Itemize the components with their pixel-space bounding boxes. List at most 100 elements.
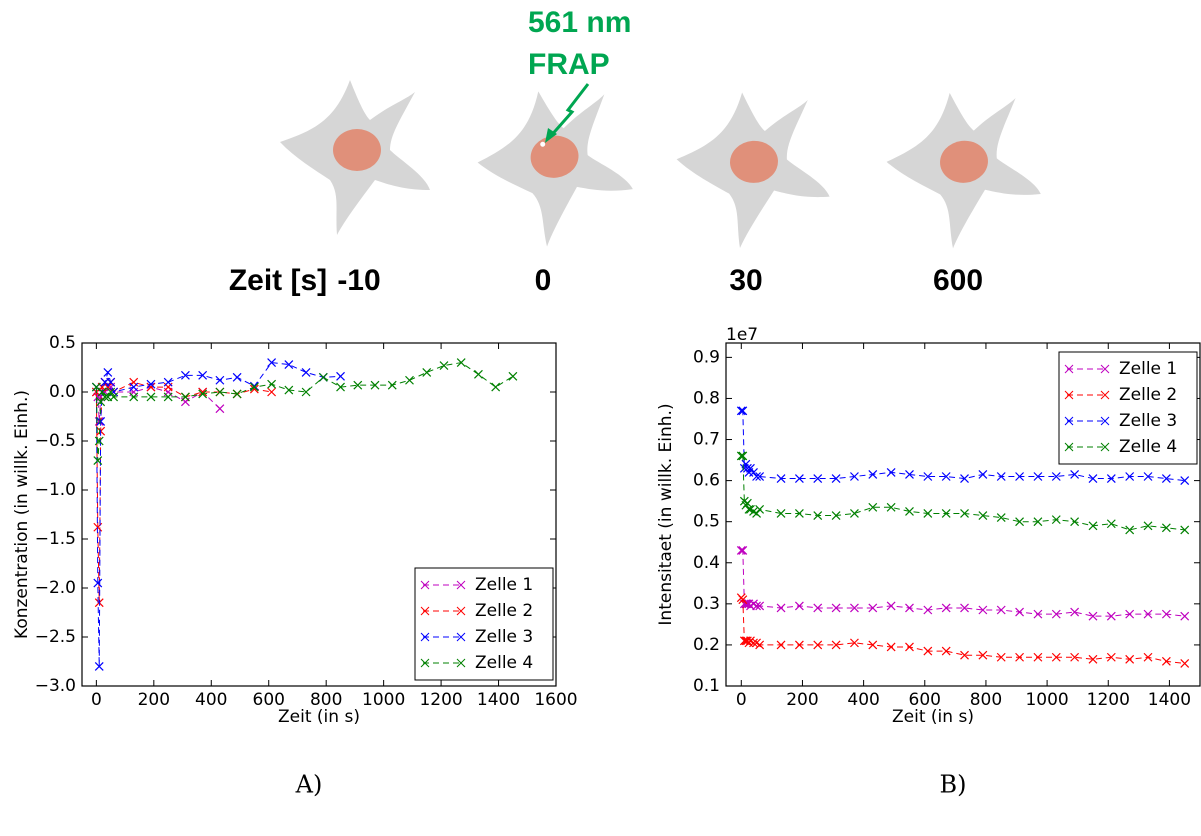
y-tick-label: −2.5 <box>35 627 76 647</box>
point <box>850 603 859 613</box>
point <box>1015 607 1024 617</box>
point <box>794 474 804 483</box>
point <box>387 380 397 390</box>
point <box>1106 474 1116 483</box>
point <box>960 474 969 483</box>
point <box>215 404 225 414</box>
point <box>752 601 762 611</box>
point <box>1051 472 1061 481</box>
point <box>109 392 119 402</box>
legend-label: Zelle 3 <box>1119 411 1177 431</box>
x-axis-label: Zeit (in s) <box>278 707 360 727</box>
point <box>1051 652 1061 662</box>
chart: 0 200 400 600 800 1000 1200 1400 1600 −3.0 −2.5 −2.… <box>12 333 578 799</box>
point <box>941 472 951 481</box>
point <box>180 370 190 380</box>
point <box>905 506 914 516</box>
x-tick-label: 1200 <box>419 690 462 710</box>
point <box>1143 609 1153 619</box>
point <box>163 392 173 402</box>
point <box>198 389 208 399</box>
series-line <box>741 455 1185 531</box>
time-value: 600 <box>933 264 983 297</box>
point <box>749 638 758 648</box>
legend-label: Zelle 1 <box>1119 359 1177 379</box>
point <box>1070 607 1080 617</box>
point <box>886 467 896 477</box>
point <box>301 367 311 377</box>
chart: 0 200 400 600 800 1000 1200 1400 0.1 0.2 0.3 0.4 0.5… <box>656 325 1201 799</box>
point <box>923 646 933 656</box>
point <box>978 511 988 520</box>
point <box>353 380 363 390</box>
x-tick-label: 800 <box>310 690 342 710</box>
annotation: FRAP <box>528 48 610 81</box>
y-tick-label: 0.2 <box>693 635 720 655</box>
point <box>1015 517 1024 527</box>
point <box>106 377 116 387</box>
cell <box>280 80 430 235</box>
point <box>1070 470 1080 479</box>
point <box>439 361 449 370</box>
time-label: Zeit [s] <box>229 264 327 297</box>
point <box>776 603 786 613</box>
time-value: 0 <box>535 264 552 297</box>
point <box>405 375 414 385</box>
legend-marker <box>1064 364 1110 374</box>
y-tick-label: −1.0 <box>35 480 76 500</box>
point <box>850 638 859 648</box>
point <box>1161 523 1171 533</box>
point <box>422 367 432 377</box>
point <box>1088 474 1098 483</box>
y-tick-label: −2.0 <box>35 578 76 598</box>
legend-label: Zelle 2 <box>475 601 533 621</box>
y-tick-label: 0.6 <box>693 471 720 491</box>
point <box>794 601 804 611</box>
point <box>284 385 294 395</box>
point <box>1051 515 1061 525</box>
legend-box <box>414 567 554 681</box>
x-tick-label: 600 <box>253 690 285 710</box>
point <box>370 380 380 390</box>
point <box>868 502 878 512</box>
point <box>267 358 277 368</box>
legend-label: Zelle 1 <box>475 575 533 595</box>
point <box>850 509 859 518</box>
x-tick-label: 800 <box>970 690 1002 710</box>
point <box>1125 472 1135 481</box>
point <box>106 387 116 397</box>
point <box>1125 654 1135 664</box>
point <box>1125 609 1135 619</box>
point <box>1033 517 1043 527</box>
point <box>491 382 501 392</box>
point <box>831 640 841 650</box>
point <box>94 436 104 446</box>
point <box>755 504 765 514</box>
cell <box>880 84 1046 255</box>
point <box>736 451 746 461</box>
annotation: 561 nm <box>528 6 631 39</box>
point <box>868 640 878 650</box>
x-tick-label: 1400 <box>1148 690 1191 710</box>
point <box>886 642 896 652</box>
point <box>96 416 106 426</box>
point <box>1015 652 1024 662</box>
point <box>1143 521 1153 531</box>
point <box>1161 474 1171 483</box>
arrow-head <box>545 128 557 143</box>
x-tick-label: 0 <box>91 690 102 710</box>
point <box>1070 652 1080 662</box>
point <box>249 382 259 392</box>
point <box>1088 611 1098 621</box>
point <box>93 578 103 588</box>
point <box>129 392 139 402</box>
point <box>978 605 988 615</box>
time-value: -10 <box>337 264 380 297</box>
legend-marker <box>420 658 466 668</box>
legend-label: Zelle 2 <box>1119 385 1177 405</box>
y-tick-label: 0.5 <box>49 333 76 353</box>
point <box>318 372 328 382</box>
point <box>886 502 896 512</box>
x-tick-label: 400 <box>847 690 879 710</box>
